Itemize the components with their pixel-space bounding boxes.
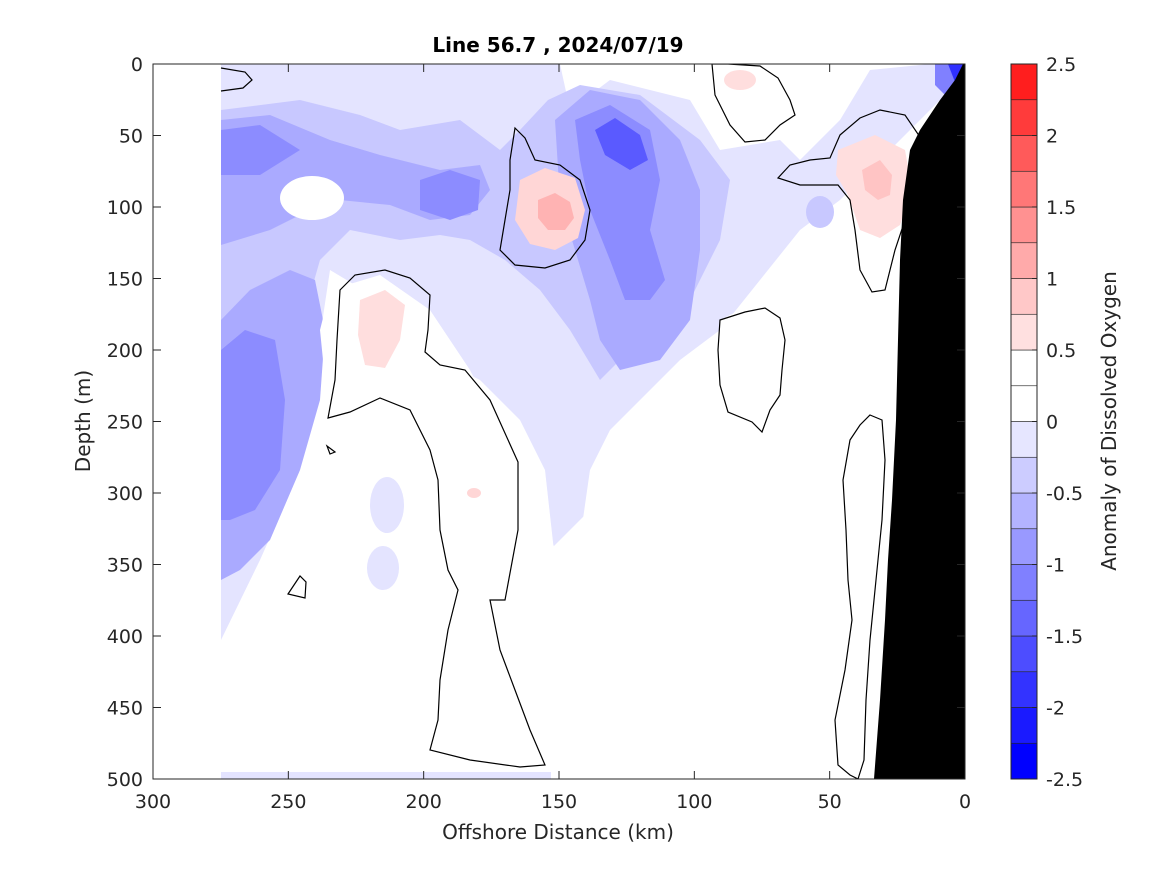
x-axis: 300 250 200 150 100 50 0 — [135, 64, 971, 813]
y-tick-label: 400 — [107, 626, 143, 648]
colorbar-segment — [1010, 492, 1038, 530]
colorbar-tick-label: -0.5 — [1046, 483, 1083, 505]
zero-region-coastal-deep — [540, 100, 965, 779]
colorbar-segment — [1010, 671, 1038, 708]
colorbar-tick-label: 1.5 — [1046, 197, 1076, 219]
y-tick-label: 250 — [107, 412, 143, 434]
bathymetry-mask — [874, 64, 965, 779]
colorbar-tick-label: -1.5 — [1046, 626, 1083, 648]
contour-line-75km — [717, 307, 786, 434]
colorbar-tick-label: 2.5 — [1046, 54, 1076, 76]
y-axis-label: Depth (m) — [71, 370, 95, 472]
colorbar: 2.5 2 1.5 1 0.5 0 -0.5 -1 -1.5 -2 -2.5 — [1010, 54, 1083, 791]
colorbar-segment — [1010, 206, 1038, 244]
contour-line-small-1 — [325, 444, 337, 455]
colorbar-segment — [1010, 742, 1038, 780]
chart-title: Line 56.7 , 2024/07/19 — [432, 33, 683, 57]
colorbar-tick-label: 2 — [1046, 126, 1058, 148]
colorbar-tick-label: 1 — [1046, 269, 1058, 291]
colorbar-segment — [1010, 635, 1038, 673]
y-tick-label: 50 — [119, 126, 143, 148]
colorbar-tick-label: -2 — [1046, 698, 1065, 720]
y-tick-label: 0 — [131, 54, 143, 76]
contour-line-85km — [711, 64, 796, 143]
colorbar-segment — [1010, 242, 1038, 279]
anomaly-region-weak-low-bottom — [221, 772, 551, 779]
colorbar-tick-label: 0 — [1046, 412, 1058, 434]
colorbar-segment — [1010, 421, 1038, 458]
x-tick-label: 250 — [270, 791, 306, 813]
y-axis: 0 50 100 150 200 250 300 350 400 450 500 — [107, 54, 965, 791]
anomaly-region-weak-low-deep-2 — [367, 546, 399, 590]
y-tick-label: 450 — [107, 698, 143, 720]
y-tick-label: 350 — [107, 555, 143, 577]
zero-region-mid — [718, 300, 785, 430]
contour-line-surface-offshore — [220, 67, 253, 92]
anomaly-region-low-core — [595, 118, 648, 170]
zero-contour-lines — [220, 64, 929, 779]
anomaly-region-high-30km-core — [862, 160, 892, 200]
anomaly-region-high-85km — [724, 70, 756, 90]
x-axis-label: Offshore Distance (km) — [442, 820, 674, 844]
anomaly-region-low-5 — [221, 125, 300, 175]
colorbar-tick-label: -2.5 — [1046, 769, 1083, 791]
x-tick-label: 150 — [541, 791, 577, 813]
colorbar-label: Anomaly of Dissolved Oxygen — [1097, 271, 1121, 571]
colorbar-segment — [1010, 135, 1038, 172]
anomaly-region-high-155km-core — [538, 193, 574, 230]
colorbar-segment — [1010, 349, 1038, 387]
x-tick-label: 50 — [818, 791, 842, 813]
anomaly-region-high-215km — [358, 290, 405, 368]
colorbar-segment — [1010, 170, 1038, 208]
colorbar-segment — [1010, 99, 1038, 136]
x-tick-label: 0 — [959, 791, 971, 813]
colorbar-segment — [1010, 528, 1038, 565]
colorbar-segment — [1010, 707, 1038, 744]
y-tick-label: 150 — [107, 269, 143, 291]
contour-line-155km — [499, 126, 591, 269]
anomaly-region-high-180km — [467, 488, 481, 498]
colorbar-segment — [1010, 278, 1038, 315]
x-tick-label: 300 — [135, 791, 171, 813]
x-tick-label: 100 — [676, 791, 712, 813]
colorbar-segment — [1010, 63, 1038, 101]
y-tick-label: 500 — [107, 769, 143, 791]
anomaly-region-low-6 — [420, 170, 480, 220]
y-tick-label: 300 — [107, 483, 143, 505]
contour-line-215km — [327, 269, 546, 768]
contour-line-30km — [776, 109, 929, 293]
anomaly-region-low-8 — [221, 330, 285, 520]
colorbar-segment — [1010, 456, 1038, 494]
anomaly-region-weak-low-deep-1 — [370, 477, 404, 533]
x-tick-label: 200 — [406, 791, 442, 813]
colorbar-tick-label: -1 — [1046, 555, 1065, 577]
contour-line-small-2 — [287, 575, 307, 599]
colorbar-segment — [1010, 385, 1038, 422]
anomaly-region-weak-low-coastal — [806, 196, 834, 228]
colorbar-segment — [1010, 564, 1038, 601]
y-tick-label: 100 — [107, 197, 143, 219]
y-tick-label: 200 — [107, 340, 143, 362]
colorbar-tick-label: 0.5 — [1046, 340, 1076, 362]
colorbar-frame — [1010, 63, 1038, 780]
colorbar-segment — [1010, 599, 1038, 637]
zero-region-offshore — [280, 176, 344, 220]
contour-line-coastal-deep — [834, 414, 886, 779]
colorbar-segment — [1010, 313, 1038, 351]
contour-fill-layer — [220, 64, 965, 779]
